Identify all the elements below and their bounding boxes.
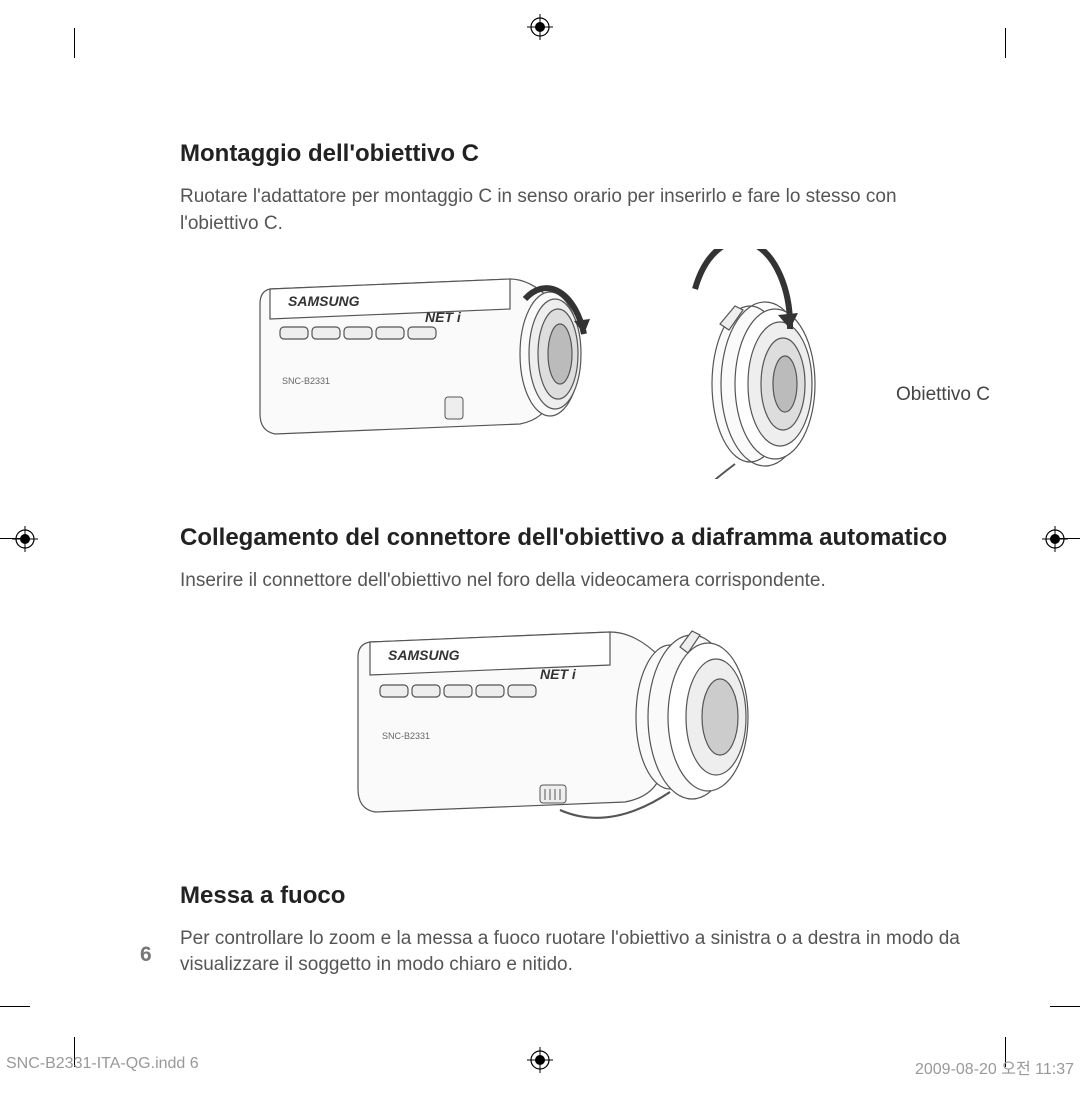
section2-body: Inserire il connettore dell'obiettivo ne… — [180, 568, 960, 595]
crop-mark — [74, 28, 75, 58]
registration-mark-icon — [1042, 526, 1068, 552]
section3-heading: Messa a fuoco — [180, 882, 960, 910]
figure-connector: SAMSUNG NET i SNC-B2331 — [180, 607, 960, 852]
footer-timestamp: 2009-08-20 오전 11:37 — [915, 1055, 1074, 1079]
section2-heading: Collegamento del connettore dell'obietti… — [180, 524, 960, 552]
page-number: 6 — [140, 943, 152, 967]
figure-label-c-lens: Obiettivo C — [896, 384, 990, 406]
registration-mark-icon — [12, 526, 38, 552]
footer: SNC-B2331-ITA-QG.indd 6 2009-08-20 오전 11… — [0, 1055, 1080, 1079]
section3-body: Per controllare lo zoom e la messa a fuo… — [180, 926, 960, 979]
footer-file: SNC-B2331-ITA-QG.indd 6 — [6, 1055, 199, 1079]
camera-brand-label: SAMSUNG — [288, 293, 360, 309]
svg-text:NET i: NET i — [540, 666, 577, 682]
section1-heading: Montaggio dell'obiettivo C — [180, 140, 960, 168]
camera-model-label: SNC-B2331 — [282, 376, 330, 386]
svg-text:SNC-B2331: SNC-B2331 — [382, 731, 430, 741]
svg-text:SAMSUNG: SAMSUNG — [388, 647, 460, 663]
registration-mark-icon — [527, 14, 553, 40]
crop-mark — [1005, 28, 1006, 58]
figure-c-lens: SAMSUNG NET i SNC-B2331 — [180, 249, 960, 484]
crop-mark — [0, 1006, 30, 1007]
section1-body: Ruotare l'adattatore per montaggio C in … — [180, 184, 960, 237]
crop-mark — [1050, 1006, 1080, 1007]
camera-sub-label: NET i — [425, 309, 462, 325]
